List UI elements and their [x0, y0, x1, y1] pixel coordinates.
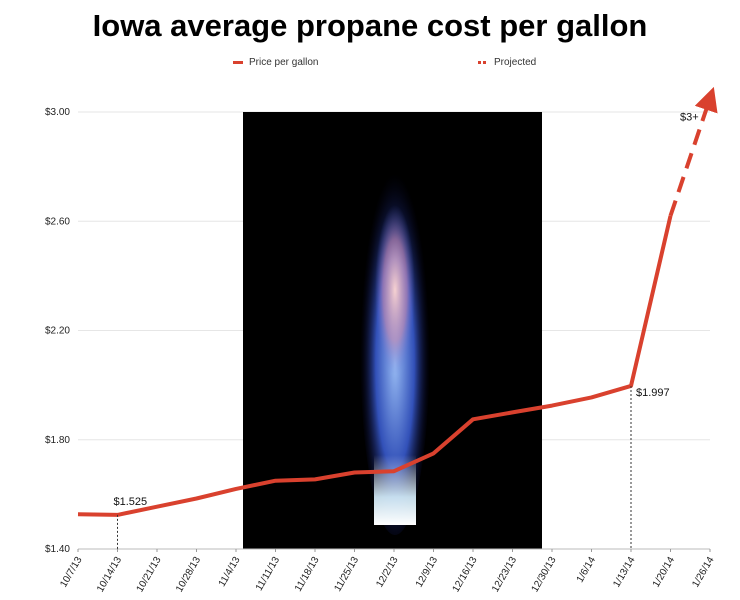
series-line-price [77, 215, 673, 517]
annotation-label: $1.997 [636, 387, 670, 399]
y-tick-label: $2.60 [45, 216, 70, 227]
x-tick-label: 10/21/13 [135, 555, 164, 595]
x-tick-label: 1/26/14 [690, 555, 716, 590]
x-tick-label: 1/6/14 [575, 555, 599, 585]
legend-item-projected: Projected [478, 57, 536, 68]
legend-item-price: Price per gallon [233, 57, 318, 68]
x-tick-label: 11/11/13 [254, 555, 282, 593]
chart-title: Iowa average propane cost per gallon [92, 8, 648, 43]
legend: Price per gallon Projected [0, 57, 740, 71]
x-tick-label: 10/28/13 [174, 555, 203, 595]
annotation-label: $1.525 [114, 496, 148, 508]
x-tick-label: 12/2/13 [374, 555, 400, 590]
x-tick-label: 1/20/14 [651, 555, 677, 590]
y-tick-label: $3.00 [45, 107, 70, 118]
flame-burner-base [374, 455, 416, 525]
annotation-label-projected: $3+ [680, 111, 699, 123]
annotations: $1.525 $1.997 $3+ [114, 111, 699, 549]
legend-swatch-solid [233, 61, 243, 64]
x-tick-label: 11/18/13 [293, 555, 322, 594]
x-tick-label: 10/7/13 [58, 555, 84, 590]
y-tick-label: $1.80 [45, 435, 70, 446]
x-tick-label: 12/16/13 [451, 555, 480, 595]
x-tick-label: 12/9/13 [414, 555, 440, 590]
flame-inner-core [375, 205, 415, 375]
x-tick-label: 12/30/13 [530, 555, 559, 595]
x-tick-label: 1/13/14 [611, 555, 637, 590]
y-tick-label: $2.20 [45, 326, 70, 337]
x-tick-label: 11/25/13 [332, 555, 361, 594]
series [77, 86, 718, 517]
legend-label-projected: Projected [494, 57, 537, 68]
legend-label-price: Price per gallon [249, 57, 319, 68]
x-tick-label: 11/4/13 [217, 555, 243, 589]
series-line-projected [668, 86, 718, 217]
x-tick-label: 12/23/13 [490, 555, 519, 595]
legend-swatch-dashed [478, 61, 488, 64]
y-tick-label: $1.40 [45, 544, 70, 555]
x-tick-label: 10/14/13 [95, 555, 124, 595]
photo-panel [243, 112, 542, 549]
